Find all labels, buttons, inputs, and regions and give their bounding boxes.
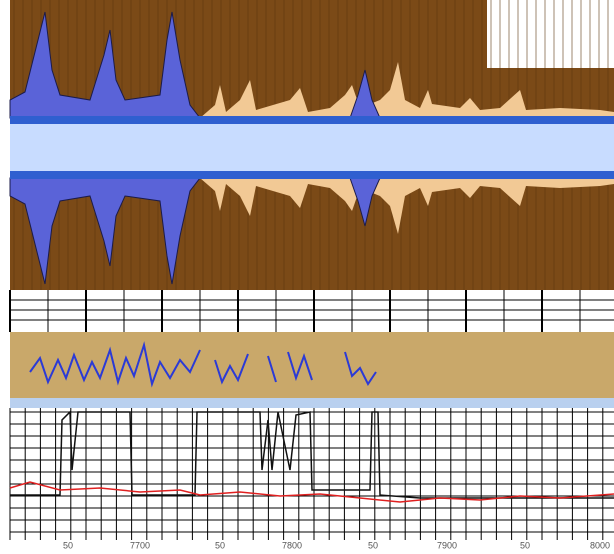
- band-edge: [10, 116, 614, 124]
- grid-strip: [9, 290, 614, 332]
- image-panel: [10, 332, 614, 398]
- separator: [10, 398, 614, 408]
- black-curve: [10, 410, 614, 499]
- band-edge: [10, 171, 614, 179]
- axis-label: 8000: [590, 540, 610, 550]
- axis-label: 50: [368, 540, 378, 550]
- axis-labels: 50 7700 50 7800 50 7900 50 8000: [63, 540, 610, 550]
- axis-label: 7800: [282, 540, 302, 550]
- axis-label: 7900: [437, 540, 457, 550]
- image-trace: [29, 341, 377, 388]
- red-curve: [9, 481, 614, 503]
- amplitude-panel: [9, 0, 614, 290]
- center-band: [10, 118, 614, 176]
- axis-label: 7700: [130, 540, 150, 550]
- axis-label: 50: [215, 540, 225, 550]
- axis-label: 50: [520, 540, 530, 550]
- blank-area: [487, 0, 614, 68]
- tan-wave: [200, 62, 614, 118]
- axis-label: 50: [63, 540, 73, 550]
